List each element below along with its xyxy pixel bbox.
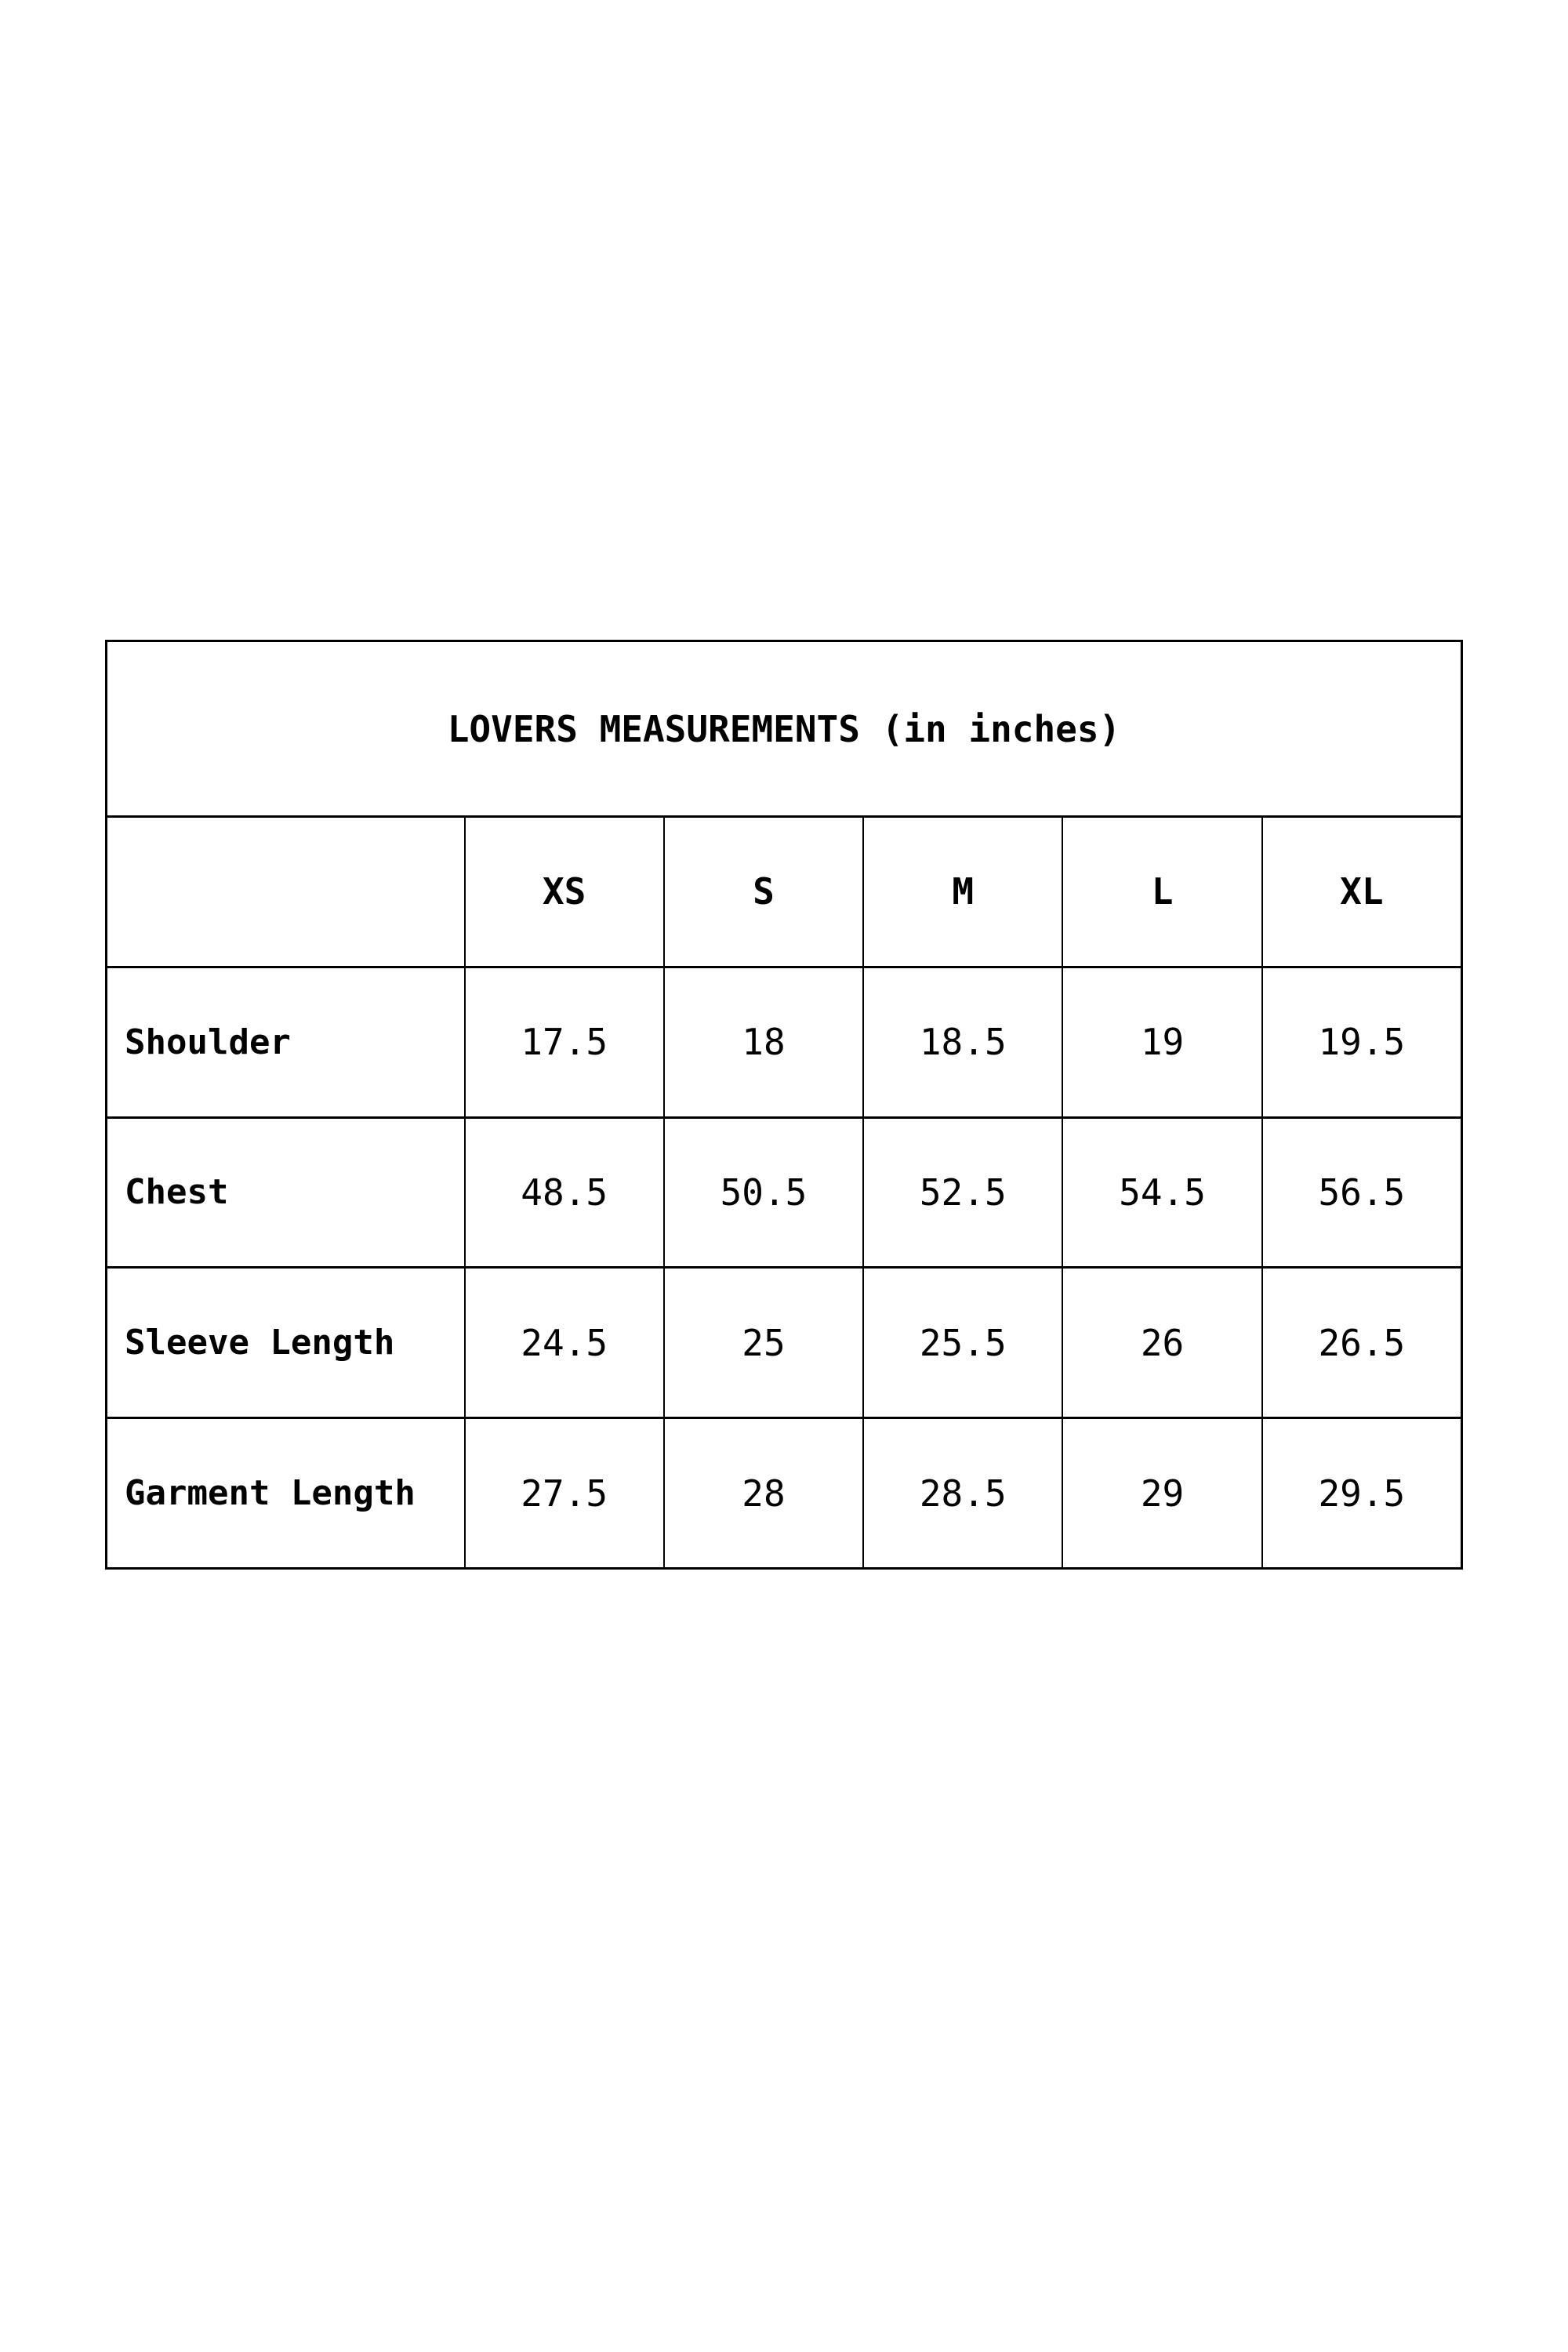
size-chart-table: LOVERS MEASUREMENTS (in inches) XS S M L… [105,640,1463,1570]
size-chart-title: LOVERS MEASUREMENTS (in inches) [447,707,1121,750]
header-size-xl: XL [1340,870,1384,913]
header-empty-cell [107,818,466,966]
measurement-value: 17.5 [466,967,665,1116]
measurement-value: 56.5 [1318,1171,1406,1214]
row-label: Sleeve Length [107,1269,466,1417]
measurement-value: 52.5 [864,1118,1064,1267]
size-chart-title-row: LOVERS MEASUREMENTS (in inches) [107,642,1461,818]
table-row-garment-length: Garment Length 27.5 28 28.5 29 29.5 [107,1419,1461,1567]
header-size-m: M [864,818,1064,966]
measurement-value: 26.5 [1318,1321,1406,1364]
measurement-value: 28.5 [864,1419,1064,1567]
row-label: Shoulder [107,967,466,1116]
measurement-value: 24.5 [466,1269,665,1417]
measurement-value: 18.5 [864,967,1064,1116]
measurement-value: 29 [1063,1419,1263,1567]
measurement-value: 25.5 [864,1269,1064,1417]
measurement-value: 27.5 [466,1419,665,1567]
measurement-value: 28 [665,1419,865,1567]
measurement-value: 29.5 [1318,1472,1406,1515]
header-size-s: S [665,818,865,966]
table-row-shoulder: Shoulder 17.5 18 18.5 19 19.5 [107,967,1461,1119]
measurement-value: 50.5 [665,1118,865,1267]
table-row-sleeve-length: Sleeve Length 24.5 25 25.5 26 26.5 [107,1269,1461,1420]
measurement-value: 54.5 [1063,1118,1263,1267]
table-row-chest: Chest 48.5 50.5 52.5 54.5 56.5 [107,1118,1461,1269]
row-label: Garment Length [107,1419,466,1567]
measurement-value: 48.5 [466,1118,665,1267]
measurement-value: 19.5 [1318,1021,1406,1064]
size-header-row: XS S M L XL [107,818,1461,968]
measurement-value: 26 [1063,1269,1263,1417]
measurement-value: 18 [665,967,865,1116]
row-label: Chest [107,1118,466,1267]
measurement-value: 25 [665,1269,865,1417]
measurement-value: 19 [1063,967,1263,1116]
header-size-xs: XS [466,818,665,966]
header-size-l: L [1063,818,1263,966]
